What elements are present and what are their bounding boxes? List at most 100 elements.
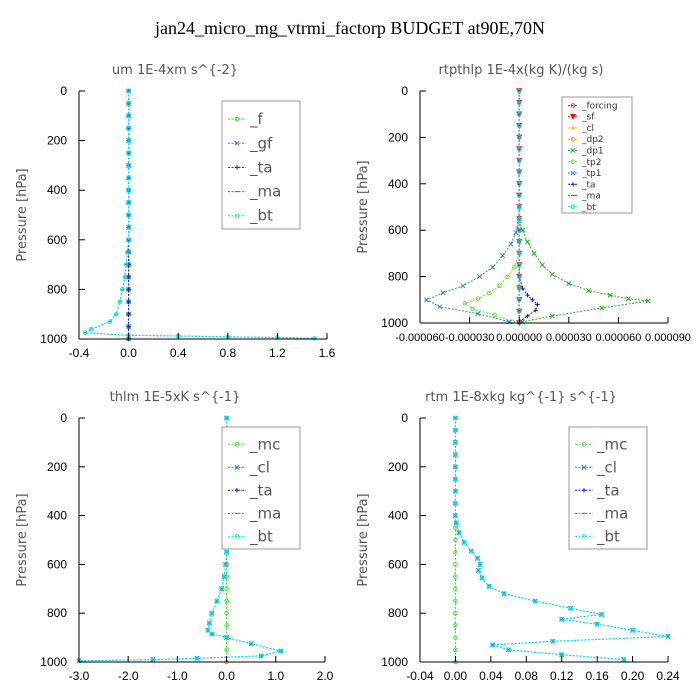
y-tick-label: 400 bbox=[388, 177, 408, 191]
series-tp1 bbox=[424, 216, 522, 325]
data-point bbox=[453, 440, 458, 445]
panel-3: thlm 1E-5xK s^{-1} Pressure [hPa] 0 200 400 6… bbox=[15, 390, 334, 683]
legend-label: _ma bbox=[249, 504, 281, 523]
data-point bbox=[665, 634, 671, 639]
panel-1: um 1E-4xm s^{-2} Pressure [hPa] 0 200 400 600… bbox=[15, 63, 336, 360]
data-point bbox=[524, 239, 531, 245]
x-tick-label: 0.24 bbox=[656, 669, 680, 683]
data-point bbox=[122, 274, 128, 280]
data-point bbox=[516, 204, 522, 210]
legend: _f _gf _ta _ma _bt bbox=[221, 100, 301, 230]
legend-label: _ma bbox=[581, 192, 601, 202]
y-axis-label: Pressure [hPa] bbox=[356, 160, 371, 253]
x-tick-label: 2.0 bbox=[317, 669, 334, 683]
legend-swatch-marker bbox=[581, 534, 587, 539]
data-point bbox=[470, 306, 476, 312]
data-point bbox=[453, 464, 458, 470]
panel-title: rtpthlp 1E-4x(kg K)/(kg s) bbox=[439, 63, 604, 78]
data-point bbox=[621, 657, 626, 662]
legend-swatch-marker bbox=[570, 147, 576, 154]
data-point bbox=[126, 138, 131, 143]
panel-4: rtm 1E-8xkg kg^{-1} s^{-1} Pressure [hPa]… bbox=[356, 390, 680, 683]
data-point bbox=[120, 287, 125, 292]
data-point bbox=[126, 150, 131, 156]
series-line bbox=[83, 91, 315, 339]
data-point bbox=[645, 298, 651, 304]
page-title: jan24_micro_mg_vtrmi_factorp BUDGET at90… bbox=[154, 18, 546, 38]
data-point bbox=[475, 311, 481, 317]
data-point bbox=[456, 530, 462, 535]
data-point bbox=[453, 549, 458, 555]
y-tick-label: 800 bbox=[388, 606, 408, 620]
data-point bbox=[492, 312, 497, 318]
data-point bbox=[453, 647, 458, 653]
legend-label: _cl bbox=[581, 124, 594, 134]
y-tick-label: 200 bbox=[47, 134, 67, 148]
data-point bbox=[453, 586, 458, 592]
data-point bbox=[126, 125, 131, 131]
data-point bbox=[516, 181, 522, 187]
data-point bbox=[194, 656, 200, 661]
data-point bbox=[550, 639, 556, 644]
data-point bbox=[214, 598, 220, 604]
series-bt bbox=[82, 88, 317, 341]
data-point bbox=[126, 312, 131, 317]
data-point bbox=[224, 635, 229, 640]
y-axis-label: Pressure [hPa] bbox=[15, 168, 30, 261]
data-point bbox=[453, 452, 458, 457]
legend-label: _ta bbox=[596, 481, 620, 500]
data-point bbox=[533, 308, 538, 313]
data-point bbox=[475, 296, 481, 301]
data-point bbox=[126, 324, 131, 329]
x-tick-label: -2.0 bbox=[118, 669, 139, 683]
x-tick-label: -0.04 bbox=[406, 669, 434, 683]
panel-title: um 1E-4xm s^{-2} bbox=[112, 63, 238, 78]
legend-label: _f bbox=[249, 110, 264, 129]
series-line bbox=[425, 218, 520, 323]
x-tick-label: -0.000060 bbox=[395, 332, 445, 344]
y-tick-label: 600 bbox=[47, 557, 67, 571]
legend-label: _gf bbox=[249, 134, 273, 153]
x-tick-label: 0.12 bbox=[550, 669, 574, 683]
legend: _mc _cl _ta _ma _bt bbox=[568, 426, 648, 550]
data-point bbox=[516, 285, 522, 291]
legend-swatch-marker bbox=[234, 442, 240, 447]
data-point bbox=[531, 250, 537, 256]
data-point bbox=[586, 287, 592, 294]
data-point bbox=[490, 642, 495, 648]
y-tick-label: 600 bbox=[388, 223, 408, 237]
legend-label: _mc bbox=[596, 435, 627, 454]
data-point bbox=[516, 309, 522, 314]
legend-swatch-marker bbox=[569, 114, 577, 121]
data-point bbox=[453, 598, 458, 604]
data-point bbox=[424, 297, 430, 303]
legend: _forcing _sf_cl_dp2_dp1 _tp2_tp1_ta _ma_bt bbox=[561, 96, 633, 214]
legend-swatch-marker bbox=[570, 170, 576, 176]
data-point bbox=[516, 297, 522, 303]
data-point bbox=[82, 330, 88, 336]
legend-swatch-marker bbox=[234, 213, 240, 218]
data-point bbox=[453, 427, 458, 433]
legend-label: _ta bbox=[249, 481, 273, 500]
data-point bbox=[476, 274, 483, 280]
data-point bbox=[126, 113, 131, 119]
y-tick-label: 0 bbox=[401, 411, 408, 425]
legend-label: _dp1 bbox=[581, 146, 604, 156]
legend-label: _ma bbox=[249, 183, 281, 202]
data-point bbox=[599, 612, 604, 617]
data-point bbox=[224, 415, 229, 421]
legend-swatch-marker bbox=[234, 464, 240, 470]
data-point bbox=[500, 253, 506, 259]
data-point bbox=[453, 610, 458, 616]
series-tp2 bbox=[462, 251, 522, 325]
legend-label: _cl bbox=[596, 458, 617, 477]
data-point bbox=[506, 647, 511, 653]
data-point bbox=[559, 617, 564, 622]
data-point bbox=[511, 265, 517, 270]
data-point bbox=[123, 262, 129, 267]
data-point bbox=[224, 610, 229, 616]
x-tick-label: 0.000030 bbox=[546, 332, 592, 344]
x-tick-label: 0.00 bbox=[444, 669, 468, 683]
data-point bbox=[516, 146, 522, 152]
